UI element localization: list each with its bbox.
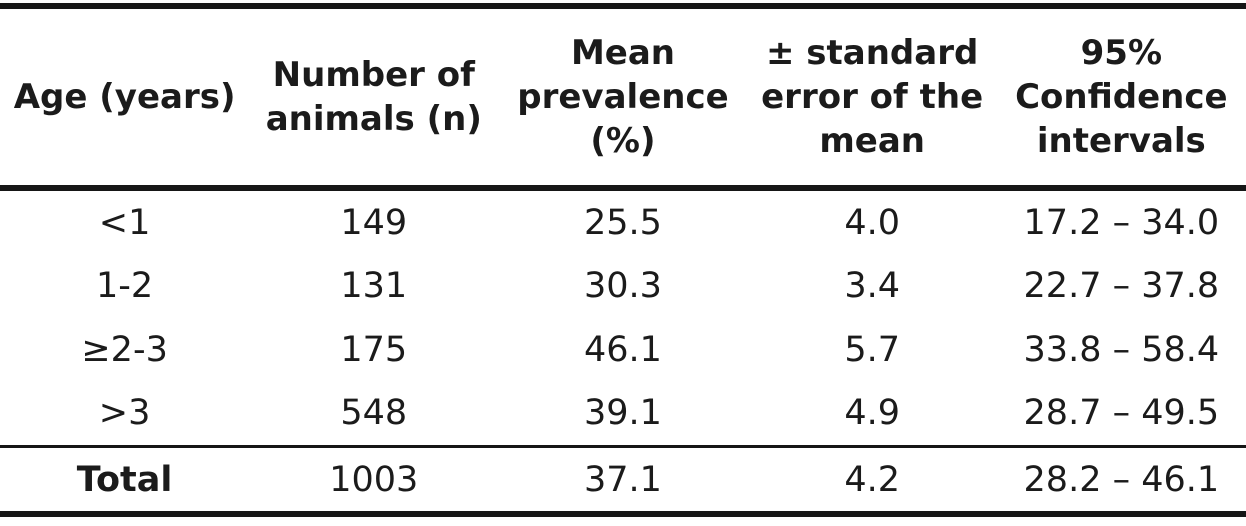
standard-error-cell: 4.2 — [844, 459, 900, 500]
number-of-animals-cell: 175 — [340, 329, 408, 370]
standard-error-cell: 5.7 — [844, 329, 900, 370]
column-header-age: Age (years) — [13, 77, 236, 117]
age-cell: 1-2 — [96, 266, 154, 307]
column-header-mean-prevalence: Mean prevalence (%) — [517, 33, 729, 161]
column-header-standard-error: ± standard error of the mean — [761, 33, 984, 161]
confidence-interval-cell: 28.2 – 46.1 — [1023, 459, 1220, 500]
table-row-age-under-1: <1 149 25.5 4.0 17.2 – 34.0 — [0, 191, 1246, 255]
table-row-age-1-2: 1-2 131 30.3 3.4 22.7 – 37.8 — [0, 255, 1246, 319]
mean-prevalence-cell: 30.3 — [584, 266, 662, 307]
standard-error-cell: 4.0 — [844, 202, 900, 243]
table-row-total: Total 1003 37.1 4.2 28.2 – 46.1 — [0, 448, 1246, 511]
number-of-animals-cell: 149 — [340, 202, 408, 243]
column-header-number-of-animals: Number of animals (n) — [265, 55, 482, 139]
confidence-interval-cell: 22.7 – 37.8 — [1023, 266, 1220, 307]
table-header-row: Age (years) Number of animals (n) Mean p… — [0, 9, 1246, 185]
total-label: Total — [76, 459, 173, 500]
mean-prevalence-cell: 25.5 — [584, 202, 662, 243]
column-header-confidence-intervals: 95% Confidence intervals — [1015, 33, 1228, 161]
number-of-animals-cell: 548 — [340, 393, 408, 434]
age-cell: >3 — [98, 393, 151, 434]
confidence-interval-cell: 33.8 – 58.4 — [1023, 329, 1220, 370]
number-of-animals-cell: 1003 — [329, 459, 419, 500]
confidence-interval-cell: 17.2 – 34.0 — [1023, 202, 1220, 243]
mean-prevalence-cell: 46.1 — [584, 329, 662, 370]
age-cell: ≥2-3 — [81, 329, 168, 370]
confidence-interval-cell: 28.7 – 49.5 — [1023, 393, 1220, 434]
mean-prevalence-cell: 37.1 — [584, 459, 662, 500]
standard-error-cell: 3.4 — [844, 266, 900, 307]
table-row-age-over-3: >3 548 39.1 4.9 28.7 – 49.5 — [0, 382, 1246, 446]
header-separator-rule — [0, 185, 1246, 191]
table-row-age-2-3: ≥2-3 175 46.1 5.7 33.8 – 58.4 — [0, 318, 1246, 382]
total-separator-rule — [0, 445, 1246, 448]
table-bottom-rule — [0, 511, 1246, 517]
mean-prevalence-cell: 39.1 — [584, 393, 662, 434]
age-cell: <1 — [98, 202, 151, 243]
number-of-animals-cell: 131 — [340, 266, 408, 307]
table-top-rule — [0, 3, 1246, 9]
standard-error-cell: 4.9 — [844, 393, 900, 434]
